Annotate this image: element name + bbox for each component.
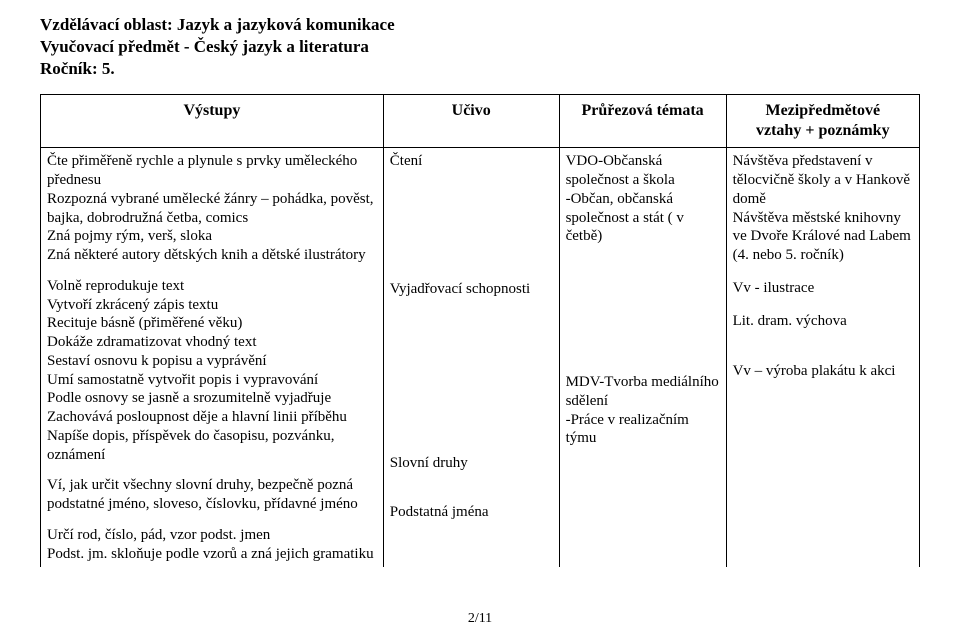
- ucivo-text: Podstatná jména: [390, 503, 553, 522]
- col-header-mezi-l2: vztahy + poznámky: [756, 122, 890, 139]
- header-line-1: Vzdělávací oblast: Jazyk a jazyková komu…: [40, 14, 920, 36]
- spacer: [733, 330, 913, 362]
- page-number: 2/11: [0, 611, 960, 627]
- vystupy-text: Sestaví osnovu k popisu a vyprávění: [47, 352, 377, 371]
- spacer: [390, 299, 553, 454]
- ucivo-text: Čtení: [390, 152, 553, 171]
- cell-prurezova: VDO-Občanská společnost a škola -Občan, …: [559, 148, 726, 568]
- mezi-text: Vv – výroba plakátu k akci: [733, 362, 913, 381]
- cell-vystupy: Čte přiměřeně rychle a plynule s prvky u…: [41, 148, 384, 568]
- ucivo-text: Slovní druhy: [390, 454, 553, 473]
- vystupy-text: Čte přiměřeně rychle a plynule s prvky u…: [47, 152, 377, 190]
- spacer: [733, 265, 913, 279]
- col-header-prurezova: Průřezová témata: [559, 95, 726, 148]
- prurezova-text: VDO-Občanská společnost a škola: [566, 152, 720, 190]
- mezi-text: Lit. dram. výchova: [733, 312, 913, 331]
- header-line-2: Vyučovací předmět - Český jazyk a litera…: [40, 36, 920, 58]
- vystupy-text: Zachovává posloupnost děje a hlavní lini…: [47, 408, 377, 427]
- curriculum-table: Výstupy Učivo Průřezová témata Mezipředm…: [40, 94, 920, 567]
- table-body-row: Čte přiměřeně rychle a plynule s prvky u…: [41, 148, 920, 568]
- vystupy-text: Rozpozná vybrané umělecké žánry – pohádk…: [47, 190, 377, 228]
- vystupy-text: Určí rod, číslo, pád, vzor podst. jmen: [47, 526, 377, 545]
- vystupy-text: Umí samostatně vytvořit popis i vypravov…: [47, 371, 377, 390]
- vystupy-text: Podle osnovy se jasně a srozumitelně vyj…: [47, 389, 377, 408]
- col-header-ucivo: Učivo: [383, 95, 559, 148]
- mezi-text: Vv - ilustrace: [733, 279, 913, 298]
- vystupy-text: Volně reprodukuje text: [47, 277, 377, 296]
- cell-ucivo: Čtení Vyjadřovací schopnosti Slovní druh…: [383, 148, 559, 568]
- prurezova-text: -Občan, občanská společnost a stát ( v č…: [566, 190, 720, 246]
- vystupy-text: Podst. jm. skloňuje podle vzorů a zná je…: [47, 545, 377, 564]
- vystupy-text: Ví, jak určit všechny slovní druhy, bezp…: [47, 476, 377, 514]
- spacer: [390, 473, 553, 503]
- mezi-text: Návštěva městské knihovny ve Dvoře Králo…: [733, 209, 913, 265]
- header-line-3: Ročník: 5.: [40, 58, 920, 80]
- cell-mezi: Návštěva představení v tělocvičně školy …: [726, 148, 919, 568]
- vystupy-text: Zná některé autory dětských knih a dětsk…: [47, 246, 377, 265]
- spacer: [733, 298, 913, 312]
- spacer: [390, 171, 553, 280]
- spacer: [566, 246, 720, 373]
- document-header: Vzdělávací oblast: Jazyk a jazyková komu…: [40, 14, 920, 80]
- mezi-text: Návštěva představení v tělocvičně školy …: [733, 152, 913, 208]
- col-header-mezi: Mezipředmětové vztahy + poznámky: [726, 95, 919, 148]
- vystupy-text: Napíše dopis, příspěvek do časopisu, poz…: [47, 427, 377, 465]
- table-header-row: Výstupy Učivo Průřezová témata Mezipředm…: [41, 95, 920, 148]
- prurezova-text: MDV-Tvorba mediálního sdělení: [566, 373, 720, 411]
- vystupy-text: Zná pojmy rým, verš, sloka: [47, 227, 377, 246]
- prurezova-text: -Práce v realizačním týmu: [566, 411, 720, 449]
- ucivo-text: Vyjadřovací schopnosti: [390, 280, 553, 299]
- vystupy-text: Vytvoří zkrácený zápis textu: [47, 296, 377, 315]
- vystupy-text: Dokáže zdramatizovat vhodný text: [47, 333, 377, 352]
- vystupy-text: Recituje básně (přiměřené věku): [47, 314, 377, 333]
- col-header-mezi-l1: Mezipředmětové: [765, 102, 880, 119]
- col-header-vystupy: Výstupy: [41, 95, 384, 148]
